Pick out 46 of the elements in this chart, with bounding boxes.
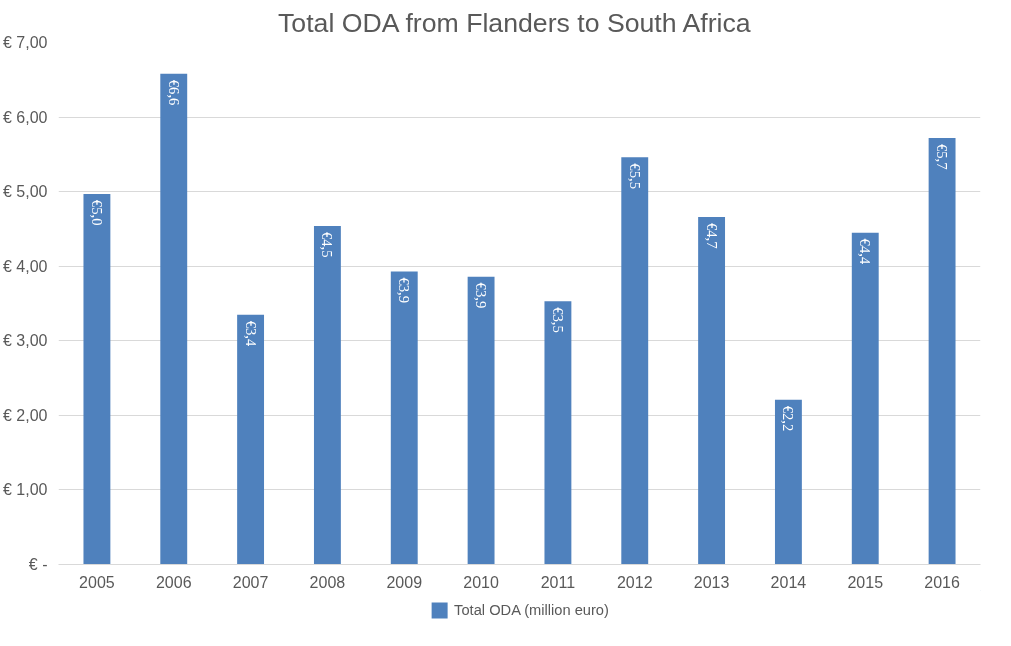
y-tick-label: € 1,00 (3, 481, 48, 499)
text: €2,2 (780, 405, 797, 432)
text: €5,7 (934, 143, 951, 170)
text: €6,6 (165, 79, 182, 106)
bar (83, 193, 111, 565)
text: €4,7 (703, 222, 720, 249)
bar (390, 271, 418, 565)
x-tick-label: 2008 (309, 573, 346, 591)
y-tick-label: € 7,00 (3, 34, 48, 51)
y-tick-label: € 6,00 (3, 108, 48, 126)
text: €3,9 (473, 282, 490, 309)
text: €3,4 (242, 320, 259, 347)
bar (851, 232, 879, 565)
y-tick-label: € 5,00 (3, 183, 48, 201)
bar (774, 399, 802, 565)
x-tick-label: 2012 (616, 573, 653, 591)
x-tick-label: 2005 (79, 573, 115, 591)
y-tick-label: € 3,00 (3, 332, 48, 350)
text: €5,0 (88, 199, 105, 226)
bar (160, 73, 188, 565)
legend-label: Total ODA (million euro) (454, 602, 609, 618)
x-tick-label: 2014 (770, 573, 807, 591)
x-tick-label: 2011 (540, 573, 576, 591)
y-tick-label: € 4,00 (3, 257, 48, 275)
x-tick-label: 2016 (924, 573, 960, 591)
x-tick-label: 2013 (693, 573, 730, 591)
x-tick-label: 2007 (232, 573, 269, 591)
bar (928, 137, 956, 565)
y-tick-label: € - (28, 556, 48, 573)
x-tick-label: 2006 (155, 573, 192, 591)
bar (698, 217, 726, 565)
y-tick-label: € 2,00 (3, 406, 48, 424)
bar (313, 225, 341, 565)
x-tick-label: 2009 (386, 573, 423, 591)
text: €3,9 (396, 277, 413, 304)
text: €4,5 (319, 231, 336, 258)
chart-title: Total ODA from Flanders to South Africa (278, 7, 751, 38)
text: €3,5 (549, 307, 566, 333)
text: €4,4 (857, 238, 874, 265)
bar (621, 157, 649, 565)
bar (467, 276, 495, 565)
text: €5,5 (626, 163, 643, 189)
x-tick-label: 2010 (463, 573, 499, 591)
bar (237, 314, 265, 565)
bar (544, 301, 572, 565)
x-tick-label: 2015 (847, 573, 884, 591)
